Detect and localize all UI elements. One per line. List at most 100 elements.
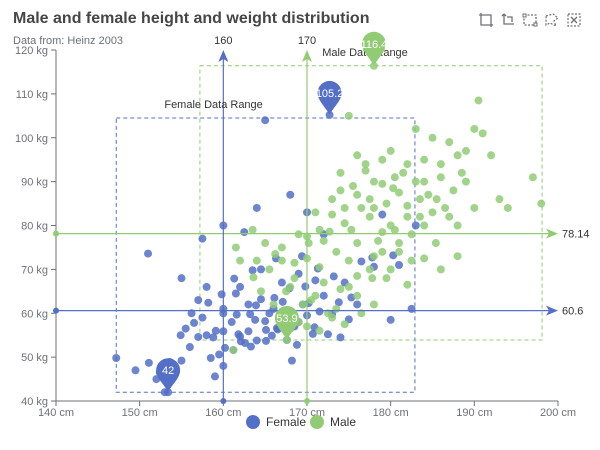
y-tick-label: 110 kg <box>16 89 48 101</box>
chart-title: Male and female height and weight distri… <box>13 10 370 27</box>
data-point-female <box>292 340 301 349</box>
data-point-male <box>537 199 546 208</box>
data-point-male <box>368 274 377 283</box>
data-point-male <box>290 274 299 283</box>
y-tick-label: 50 kg <box>21 352 48 364</box>
data-point-male <box>340 203 349 212</box>
data-point-female <box>323 330 332 339</box>
zoom-icon[interactable] <box>478 12 494 28</box>
data-point-male <box>357 309 366 318</box>
data-point-male <box>424 190 433 199</box>
data-point-female <box>286 190 295 199</box>
data-point-male <box>261 239 270 248</box>
data-point-female <box>251 301 260 310</box>
data-point-male <box>420 177 429 186</box>
data-point-male <box>269 300 278 309</box>
data-point-male <box>389 184 398 193</box>
zoom-reset-icon[interactable] <box>500 12 516 28</box>
x-tick-label: 140 cm <box>38 407 74 419</box>
clear-select-icon[interactable] <box>566 12 582 28</box>
mark-point-label: 42 <box>162 365 174 377</box>
data-point-male <box>340 320 349 329</box>
data-point-male <box>344 111 353 120</box>
data-point-female <box>278 297 287 306</box>
data-point-male <box>436 173 445 182</box>
x-tick-label: 150 cm <box>122 407 158 419</box>
data-point-female <box>336 333 345 342</box>
data-point-male <box>495 195 504 204</box>
data-point-male <box>436 265 445 274</box>
data-point-male <box>445 138 454 147</box>
data-point-male <box>382 274 391 283</box>
data-point-female <box>334 298 343 307</box>
data-point-female <box>378 210 387 219</box>
x-tick-label: 200 cm <box>540 407 576 419</box>
data-point-male <box>431 239 440 248</box>
lasso-select-icon[interactable] <box>544 12 560 28</box>
data-point-female <box>176 331 185 340</box>
y-tick-label: 40 kg <box>21 396 48 408</box>
data-point-male <box>415 212 424 221</box>
data-point-female <box>131 366 140 375</box>
legend-marker-male <box>310 415 324 429</box>
data-point-female <box>204 298 213 307</box>
data-point-female <box>209 333 218 342</box>
rect-select-icon[interactable] <box>522 12 538 28</box>
x-tick-label: 160 cm <box>205 407 241 419</box>
data-point-male <box>236 256 245 265</box>
data-point-female <box>262 325 271 334</box>
data-point-male <box>411 124 420 133</box>
legend: Female Male <box>246 415 356 429</box>
data-point-female <box>241 339 250 348</box>
data-point-male <box>248 225 257 234</box>
mark-line-label: 78.14 <box>562 229 590 241</box>
y-tick-label: 90 kg <box>21 177 48 189</box>
data-point-female <box>315 307 324 316</box>
data-point-male <box>307 296 316 305</box>
data-point-female <box>251 315 260 324</box>
data-point-female <box>411 221 420 230</box>
data-point-female <box>287 356 296 365</box>
chart-subtitle: Data from: Heinz 2003 <box>13 35 124 47</box>
data-point-male <box>470 124 479 133</box>
mark-point-pin <box>274 306 299 341</box>
data-point-female <box>236 282 245 291</box>
data-point-female <box>210 372 219 381</box>
toolbox <box>478 12 582 28</box>
data-point-male <box>336 168 345 177</box>
data-point-male <box>347 225 356 234</box>
mark-point-label: 116.4 <box>361 39 388 51</box>
data-point-male <box>474 96 483 105</box>
data-point-female <box>261 116 270 125</box>
data-point-male <box>395 188 404 197</box>
data-point-female <box>386 315 395 324</box>
data-point-female <box>198 313 207 322</box>
mark-line-label: 170 <box>298 35 316 47</box>
mark-point-label: 105.2 <box>316 88 344 100</box>
mark-line-label: 160 <box>214 35 232 47</box>
data-point-female <box>194 296 203 305</box>
data-point-male <box>411 177 420 186</box>
data-point-male <box>403 201 412 210</box>
data-point-male <box>470 203 479 212</box>
data-point-male <box>374 236 383 245</box>
data-point-male <box>298 300 307 309</box>
data-point-female <box>144 249 153 258</box>
data-point-male <box>325 227 334 236</box>
data-point-female <box>262 336 271 345</box>
data-point-male <box>319 236 328 245</box>
data-point-female <box>194 332 203 341</box>
data-point-male <box>453 151 462 160</box>
data-point-male <box>453 221 462 230</box>
data-point-male <box>420 221 429 230</box>
data-point-female <box>389 251 398 260</box>
data-point-male <box>311 208 320 217</box>
data-point-male <box>420 254 429 263</box>
data-point-male <box>353 291 362 300</box>
data-point-male <box>249 273 258 282</box>
data-point-male <box>294 230 303 239</box>
data-point-female <box>187 309 196 318</box>
data-point-female <box>301 282 310 291</box>
data-point-male <box>336 186 345 195</box>
data-point-male <box>436 160 445 169</box>
